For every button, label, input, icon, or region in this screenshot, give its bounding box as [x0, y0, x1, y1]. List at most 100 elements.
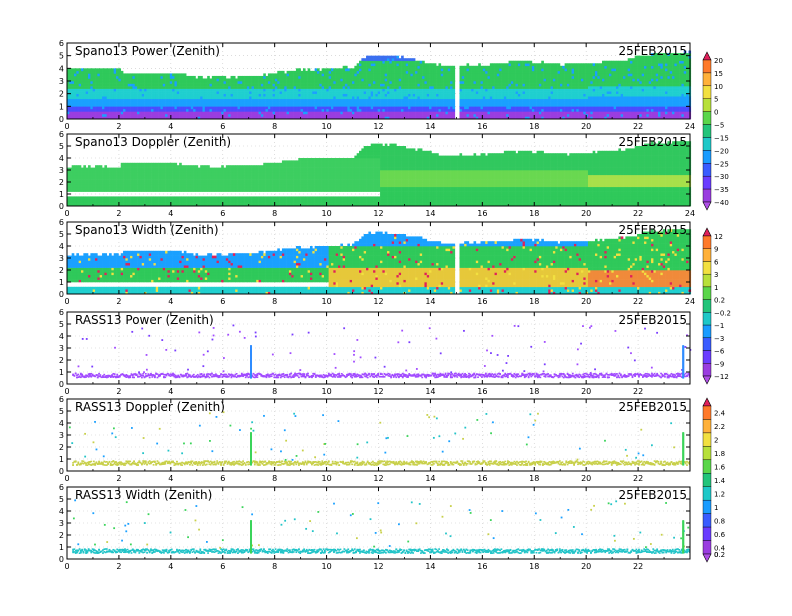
heatmap-cell [474, 66, 477, 69]
heatmap-cell [375, 104, 378, 107]
heatmap-cell [195, 84, 198, 87]
heatmap-cell [445, 111, 448, 114]
heatmap-cell [607, 63, 610, 66]
heatmap-cell [448, 81, 451, 84]
heatmap-cell [305, 76, 308, 79]
heatmap-cell [324, 73, 327, 76]
heatmap-cell [268, 99, 271, 102]
heatmap-cell [263, 81, 266, 84]
heatmap-cell [88, 84, 91, 87]
heatmap-cell [282, 73, 285, 76]
heatmap-cell [174, 106, 177, 109]
heatmap-cell [74, 111, 77, 114]
heatmap-cell [375, 106, 378, 109]
heatmap-cell [102, 78, 105, 81]
heatmap-cell [235, 99, 238, 102]
heatmap-cell [553, 84, 556, 87]
heatmap-cell [546, 68, 549, 71]
heatmap-cell [282, 84, 285, 87]
heatmap-cell [277, 99, 280, 102]
heatmap-cell [242, 86, 245, 89]
heatmap-cell [378, 101, 381, 104]
heatmap-cell [628, 104, 631, 107]
heatmap-cell [322, 81, 325, 84]
heatmap-cell [69, 71, 72, 74]
heatmap-cell [160, 114, 163, 117]
heatmap-cell [352, 81, 355, 84]
heatmap-cell [431, 114, 434, 117]
heatmap-cell [254, 104, 257, 107]
heatmap-cell [252, 81, 255, 84]
heatmap-cell [611, 106, 614, 109]
heatmap-cell [142, 84, 145, 87]
heatmap-cell [602, 114, 605, 117]
heatmap-cell [406, 71, 409, 74]
heatmap-cell [375, 109, 378, 112]
heatmap-cell [88, 104, 91, 107]
heatmap-cell [146, 94, 149, 97]
heatmap-cell [270, 96, 273, 99]
heatmap-cell [240, 86, 243, 89]
heatmap-cell [333, 84, 336, 87]
heatmap-cell [452, 106, 455, 109]
heatmap-cell [259, 104, 262, 107]
heatmap-cell [434, 94, 437, 97]
heatmap-cell [331, 114, 334, 117]
heatmap-cell [277, 84, 280, 87]
heatmap-cell [492, 78, 495, 81]
heatmap-cell [474, 109, 477, 112]
heatmap-cell [109, 94, 112, 97]
heatmap-cell [224, 89, 227, 92]
heatmap-cell [331, 91, 334, 94]
heatmap-cell [151, 78, 154, 81]
heatmap-cell [476, 89, 479, 92]
heatmap-cell [217, 104, 220, 107]
heatmap-cell [186, 106, 189, 109]
heatmap-cell [474, 104, 477, 107]
heatmap-cell [118, 89, 121, 92]
heatmap-cell [438, 91, 441, 94]
heatmap-cell [102, 73, 105, 76]
heatmap-cell [438, 71, 441, 74]
heatmap-cell [107, 73, 110, 76]
heatmap-cell [497, 63, 500, 66]
heatmap-cell [413, 76, 416, 79]
heatmap-cell [623, 78, 626, 81]
heatmap-cell [490, 84, 493, 87]
heatmap-cell [72, 81, 75, 84]
heatmap-cell [448, 109, 451, 112]
heatmap-cell [565, 94, 568, 97]
heatmap-cell [273, 73, 276, 76]
heatmap-cell [450, 81, 453, 84]
heatmap-cell [415, 71, 418, 74]
heatmap-cell [174, 91, 177, 94]
heatmap-cell [245, 78, 248, 81]
heatmap-cell [593, 89, 596, 92]
heatmap-cell [511, 81, 514, 84]
heatmap-cell [604, 73, 607, 76]
heatmap-cell [525, 73, 528, 76]
heatmap-cell [546, 86, 549, 89]
heatmap-cell [298, 94, 301, 97]
heatmap-cell [364, 99, 367, 102]
heatmap-cell [336, 84, 339, 87]
heatmap-cell [593, 76, 596, 79]
heatmap-cell [228, 96, 231, 99]
heatmap-cell [459, 109, 462, 112]
heatmap-cell [518, 94, 521, 97]
heatmap-cell [637, 111, 640, 114]
heatmap-cell [385, 84, 388, 87]
heatmap-cell [401, 111, 404, 114]
heatmap-cell [219, 114, 222, 117]
heatmap-cell [69, 111, 72, 114]
heatmap-cell [319, 99, 322, 102]
heatmap-cell [408, 89, 411, 92]
heatmap-cell [438, 73, 441, 76]
heatmap-cell [135, 106, 138, 109]
heatmap-cell [268, 109, 271, 112]
heatmap-cell [139, 78, 142, 81]
heatmap-cell [396, 106, 399, 109]
heatmap-cell [387, 91, 390, 94]
heatmap-cell [537, 81, 540, 84]
heatmap-cell [167, 73, 170, 76]
